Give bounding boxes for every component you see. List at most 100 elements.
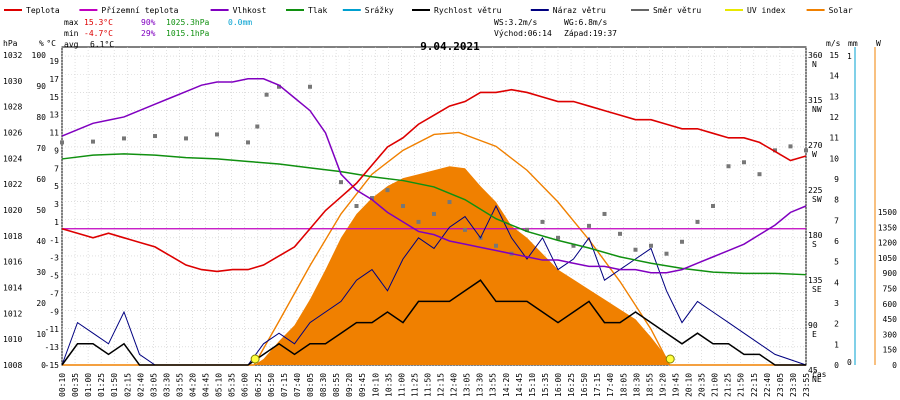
- wind-dir-point: [463, 227, 467, 232]
- x-tick: 00:10: [58, 373, 67, 397]
- hpa-tick: 1008: [3, 361, 22, 370]
- dir-tick-degree: 135: [808, 276, 823, 285]
- legend-label: Směr větru: [653, 6, 701, 15]
- x-tick: 11:00: [397, 373, 406, 397]
- wind-dir-point: [416, 219, 421, 224]
- hpa-tick: 1020: [3, 206, 22, 215]
- wind-dir-point: [587, 223, 591, 228]
- c-tick: -1: [49, 236, 59, 245]
- x-tick: 19:20: [658, 373, 667, 397]
- c-unit-label: °C: [46, 39, 56, 48]
- hpa-tick: 1022: [3, 180, 22, 189]
- hpa-tick: 1018: [3, 232, 22, 241]
- wind-dir-point: [525, 227, 529, 232]
- wind-dir-point: [432, 211, 436, 216]
- dir-tick-letter: W: [812, 150, 817, 159]
- hpa-tick: 1026: [3, 129, 22, 138]
- ms-tick: 0: [834, 361, 839, 370]
- x-tick: 00:35: [71, 373, 80, 397]
- wind-speed-line: [61, 279, 806, 366]
- w-tick: 300: [883, 330, 898, 339]
- wind-dir-point: [354, 204, 359, 208]
- dir-tick-degree: 270: [808, 141, 823, 150]
- temperature-line: [61, 88, 807, 273]
- x-tick: 21:50: [737, 373, 746, 397]
- stat-min-label: min: [64, 29, 79, 38]
- x-tick: 09:45: [358, 373, 367, 397]
- sunrise-marker: [250, 354, 260, 364]
- x-tick: 20:10: [685, 373, 694, 397]
- hpa-tick: 1032: [3, 51, 22, 60]
- w-tick: 1200: [878, 239, 897, 248]
- pct-tick: 70: [36, 144, 46, 153]
- stat-max-hum: 90%: [141, 18, 156, 27]
- wind-dir-point: [680, 239, 684, 244]
- c-tick: 5: [54, 182, 59, 191]
- stat-avg-label: avg: [64, 40, 79, 49]
- legend-label: Tlak: [308, 6, 327, 15]
- x-tick: 22:15: [750, 373, 759, 397]
- ms-tick: 4: [834, 278, 839, 287]
- wind-dir-point: [664, 251, 669, 256]
- x-tick: 12:40: [450, 373, 459, 397]
- wind-dir-point: [91, 139, 95, 144]
- c-tick: -9: [49, 307, 59, 316]
- mm-tick: 0: [847, 358, 852, 367]
- w-tick: 750: [883, 285, 898, 294]
- ms-unit-label: m/s: [826, 39, 841, 48]
- pct-tick: 50: [36, 206, 46, 215]
- x-tick: 05:35: [228, 373, 237, 397]
- hpa-tick: 1012: [3, 309, 22, 318]
- x-tick: 14:45: [515, 373, 524, 397]
- ms-tick: 15: [829, 51, 839, 60]
- stat-avg-temp: 6.1°C: [90, 40, 114, 49]
- pct-tick: 80: [36, 113, 46, 122]
- x-tick: 17:40: [606, 373, 615, 397]
- stat-max-temp: 15.3°C: [84, 18, 113, 27]
- wind-dir-point: [60, 140, 64, 145]
- wind-dir-point: [494, 243, 498, 248]
- wind-dir-point: [447, 200, 452, 205]
- stat-max-rain: 0.0mm: [228, 18, 252, 27]
- x-tick: 06:00: [241, 373, 250, 397]
- wind-dir-point: [370, 196, 374, 201]
- wind-dir-point: [339, 180, 343, 185]
- pct-tick: 90: [36, 82, 46, 91]
- wind-dir-point: [556, 235, 560, 240]
- x-tick: 06:25: [254, 373, 263, 397]
- x-tick: 15:35: [541, 373, 550, 397]
- pct-tick: 60: [36, 175, 46, 184]
- x-tick: 13:30: [476, 373, 485, 397]
- x-tick: 22:40: [763, 373, 772, 397]
- hpa-tick: 1028: [3, 103, 22, 112]
- x-tick: 11:50: [423, 373, 432, 397]
- hpa-tick: 1030: [3, 77, 22, 86]
- wind-dir-point: [215, 132, 219, 137]
- c-tick: 3: [54, 200, 59, 209]
- wind-dir-point: [255, 124, 260, 129]
- x-tick: 16:25: [567, 373, 576, 397]
- c-tick: 1: [54, 218, 59, 227]
- w-tick: 1050: [878, 254, 897, 263]
- stat-max-press: 1025.3hPa: [166, 18, 210, 27]
- wind-dir-point: [571, 243, 576, 248]
- w-unit-label: W: [876, 39, 881, 48]
- ms-tick: 14: [829, 72, 839, 81]
- wind-dir-point: [246, 140, 250, 145]
- x-tick: 07:15: [280, 373, 289, 397]
- wind-dir-point: [153, 134, 157, 139]
- wind-dir-point: [773, 148, 777, 153]
- x-tick: 11:25: [410, 373, 419, 397]
- x-tick: 23:55: [802, 373, 811, 397]
- ms-tick: 6: [834, 237, 839, 246]
- x-tick: 23:05: [776, 373, 785, 397]
- humidity-line: [61, 78, 807, 274]
- wind-dir-point: [540, 219, 545, 224]
- pct-unit-label: %: [39, 39, 44, 48]
- hpa-tick: 1016: [3, 258, 22, 267]
- wind-dir-point: [618, 231, 622, 236]
- dir-tick-letter: SW: [812, 195, 822, 204]
- dir-tick-degree: 360: [808, 51, 823, 60]
- x-tick: 14:20: [502, 373, 511, 397]
